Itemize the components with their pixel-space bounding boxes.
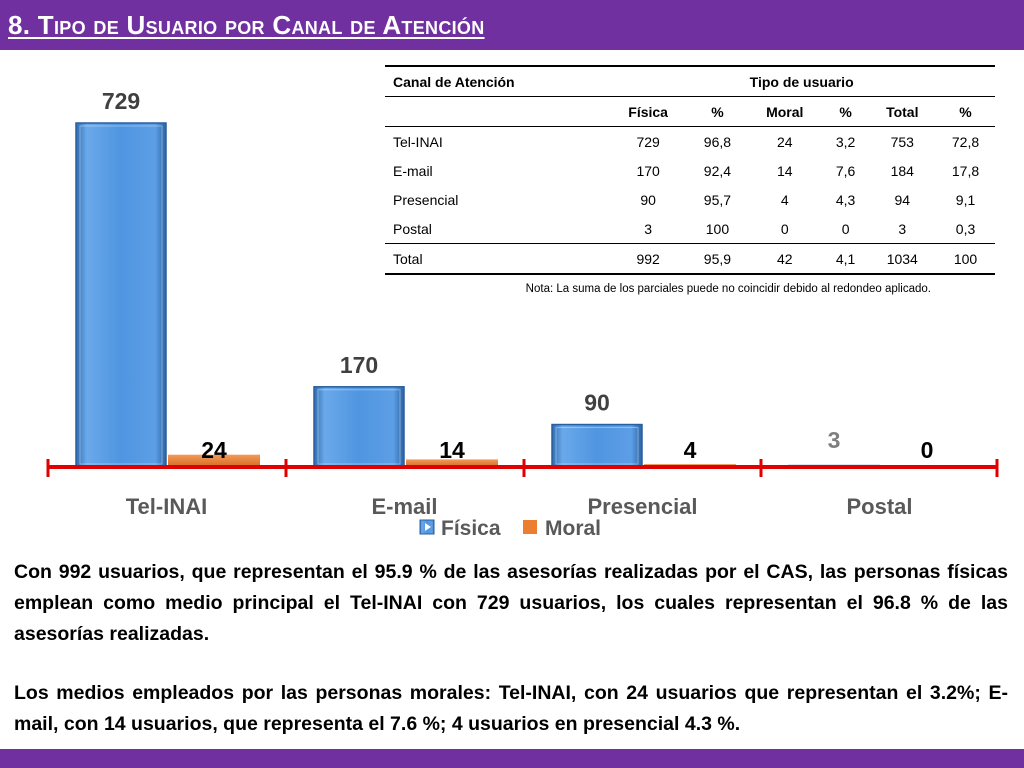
bar-fisica-highlight <box>317 389 401 465</box>
table-cell: 96,8 <box>703 133 732 150</box>
table-row: Presencial 90 95,7 4 4,3 94 9,1 <box>385 185 995 214</box>
table-cell: 95,7 <box>703 191 732 208</box>
table-subheader: Total <box>868 96 937 127</box>
table-cell: 9,1 <box>955 191 976 208</box>
table-cell: 0,3 <box>955 220 976 237</box>
bar-fisica-Tel-INAI <box>75 122 167 468</box>
data-label-moral: 24 <box>201 437 227 463</box>
table-cell: 729 <box>636 133 660 150</box>
bars-layer <box>75 122 880 468</box>
category-label: Postal <box>846 494 912 519</box>
bar-fisica-Presencial <box>551 423 643 468</box>
table-cell: 992 <box>608 243 688 275</box>
table-cell: 42 <box>746 243 823 275</box>
table-cell: 753 <box>890 133 914 150</box>
table-total-row: Total 992 95,9 42 4,1 1034 100 <box>385 243 995 275</box>
table-subheader: % <box>822 96 869 127</box>
table-subheader: % <box>687 96 747 127</box>
table-cell: 4,1 <box>822 243 869 275</box>
bar-moral-Tel-INAI <box>168 454 260 467</box>
table-header-channel: Canal de Atención <box>385 65 609 97</box>
table-row-label: Total <box>385 243 609 275</box>
table-row-label: E-mail <box>393 162 433 179</box>
category-label: E-mail <box>371 494 437 519</box>
bar-fisica-highlight <box>79 125 163 465</box>
table-row: Tel-INAI 729 96,8 24 3,2 753 72,8 <box>385 127 995 157</box>
table-subheader: % <box>936 96 995 127</box>
bar-fisica-E-mail <box>313 386 405 468</box>
table-cell: 1034 <box>868 243 937 275</box>
table-row-label: Presencial <box>393 191 459 208</box>
table-row: E-mail 170 92,4 14 7,6 184 17,8 <box>385 156 995 185</box>
title-bar: 8. Tipo de Usuario por Canal de Atención <box>0 0 1024 50</box>
table-cell: 7,6 <box>835 162 856 179</box>
table-cell: 24 <box>776 133 793 150</box>
table-cell: 0 <box>841 220 850 237</box>
data-label-fisica: 729 <box>102 88 140 114</box>
data-table: Canal de Atención Tipo de usuario Física… <box>385 65 995 275</box>
data-label-fisica: 90 <box>584 390 610 416</box>
table-header-group: Tipo de usuario <box>608 65 995 97</box>
table-cell: 92,4 <box>703 162 732 179</box>
legend-label-moral: Moral <box>545 517 601 540</box>
legend-marker-arrow <box>425 523 431 531</box>
data-label-moral: 0 <box>921 437 934 463</box>
data-label-fisica: 3 <box>828 427 841 453</box>
data-table-container: Canal de Atención Tipo de usuario Física… <box>385 65 995 295</box>
table-subheader-row: Física % Moral % Total % <box>385 96 995 127</box>
table-cell: 72,8 <box>951 133 980 150</box>
summary-paragraph-2: Los medios empleados por las personas mo… <box>14 682 1008 735</box>
legend-label-fisica: Física <box>441 517 501 540</box>
category-label: Tel-INAI <box>126 494 207 519</box>
table-cell: 4 <box>780 191 789 208</box>
table-row-label: Tel-INAI <box>393 133 443 150</box>
legend: Física Moral <box>419 517 601 540</box>
table-row-label: Postal <box>393 220 432 237</box>
table-cell: 170 <box>636 162 660 179</box>
table-cell: 3,2 <box>835 133 856 150</box>
data-label-fisica: 170 <box>340 352 378 378</box>
labels-layer: 729 24 Tel-INAI 170 14 E-mail 90 4 Presencial 3 0 P… <box>102 88 934 519</box>
legend-swatch-moral <box>523 520 537 534</box>
table-row: Postal 3 100 0 0 3 0,3 <box>385 214 995 244</box>
table-cell: 100 <box>936 243 995 275</box>
table-cell: 3 <box>898 220 907 237</box>
bar-moral-E-mail <box>406 459 498 467</box>
table-cell: 14 <box>776 162 793 179</box>
table-cell: 94 <box>894 191 911 208</box>
data-label-moral: 4 <box>684 437 697 463</box>
bar-fisica-highlight <box>555 427 639 465</box>
summary-paragraph-1: Con 992 usuarios, que representan el 95.… <box>14 561 1008 645</box>
page-title: 8. Tipo de Usuario por Canal de Atención <box>8 10 485 40</box>
data-label-moral: 14 <box>439 437 465 463</box>
table-cell: 100 <box>705 220 730 237</box>
table-subheader: Física <box>608 96 688 127</box>
table-cell: 0 <box>780 220 789 237</box>
table-cell: 90 <box>640 191 656 208</box>
table-note: Nota: La suma de los parciales puede no … <box>525 283 931 295</box>
table-header-row: Canal de Atención Tipo de usuario <box>385 65 995 97</box>
x-axis <box>46 459 999 477</box>
table-cell: 3 <box>644 220 653 237</box>
table-cell: 184 <box>890 162 914 179</box>
table-cell: 4,3 <box>835 191 856 208</box>
table-cell: 17,8 <box>951 162 980 179</box>
table-cell: 95,9 <box>687 243 747 275</box>
table-subheader: Moral <box>746 96 823 127</box>
bottom-bar <box>0 749 1024 768</box>
category-label: Presencial <box>587 494 697 519</box>
